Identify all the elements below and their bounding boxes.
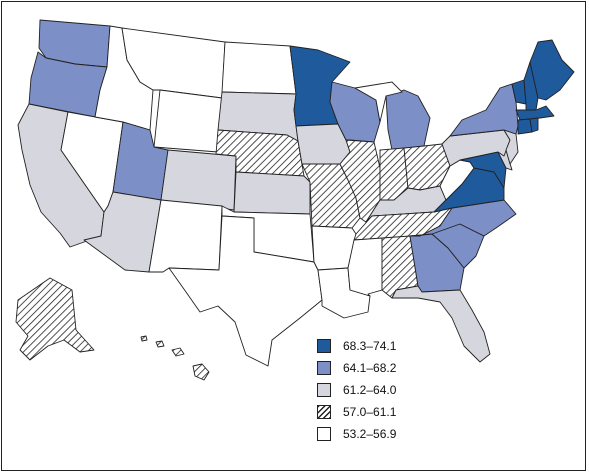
state-hawaii-islet-2[interactable]: [155, 340, 165, 348]
legend-label: 64.1–68.2: [343, 360, 397, 375]
state-hawaii-islet-1[interactable]: [171, 347, 185, 357]
legend-label: 53.2–56.9: [343, 426, 397, 441]
state-north-carolina[interactable]: [409, 199, 517, 237]
state-alaska[interactable]: [15, 277, 95, 361]
state-mississippi[interactable]: [347, 237, 383, 297]
legend-item-3: 61.2–64.0: [317, 381, 467, 398]
legend-swatch: [317, 338, 331, 353]
state-hawaii-islet-3[interactable]: [140, 335, 148, 342]
legend: 68.3–74.1 64.1–68.2 61.2–64.0 57.0–61.1 …: [317, 337, 467, 447]
state-wyoming[interactable]: [153, 89, 223, 153]
state-new-mexico[interactable]: [148, 199, 223, 273]
legend-label: 68.3–74.1: [343, 338, 397, 353]
state-texas[interactable]: [168, 215, 323, 367]
legend-item-2: 64.1–68.2: [317, 359, 467, 376]
legend-swatch: [317, 382, 331, 397]
state-rhode-island[interactable]: [529, 117, 539, 133]
state-kansas[interactable]: [233, 171, 311, 215]
legend-swatch: [317, 426, 331, 441]
great-lakes: [353, 81, 403, 123]
legend-swatch: [317, 360, 331, 375]
state-new-york[interactable]: [449, 83, 519, 137]
state-north-dakota[interactable]: [221, 41, 297, 95]
state-michigan[interactable]: [385, 89, 431, 151]
legend-label: 57.0–61.1: [343, 404, 397, 419]
state-florida[interactable]: [391, 285, 491, 363]
state-illinois[interactable]: [339, 139, 381, 223]
state-maine[interactable]: [529, 39, 575, 101]
legend-item-5: 53.2–56.9: [317, 425, 467, 442]
state-hawaii[interactable]: [192, 363, 210, 381]
legend-label: 61.2–64.0: [343, 382, 397, 397]
legend-item-4: 57.0–61.1: [317, 403, 467, 420]
legend-swatch: [317, 404, 331, 419]
legend-item-1: 68.3–74.1: [317, 337, 467, 354]
